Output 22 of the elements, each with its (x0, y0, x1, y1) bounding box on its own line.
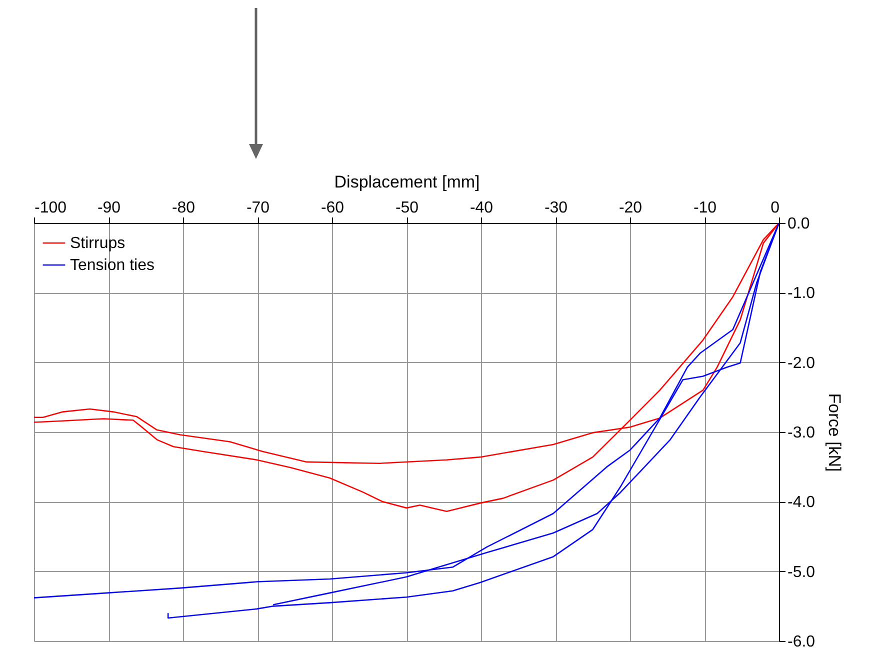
y-tick-label: -4.0 (788, 494, 816, 512)
legend-label: Stirrups (70, 235, 126, 252)
y-tick-label: -5.0 (788, 564, 816, 581)
x-tick-label: -40 (470, 200, 494, 216)
x-tick-label: -50 (395, 200, 419, 216)
y-tick-label: -6.0 (788, 634, 816, 650)
y-tick-label: -3.0 (788, 424, 816, 442)
x-tick-label: -30 (544, 200, 568, 216)
x-tick-label: -90 (97, 200, 121, 216)
y-axis-title: Force [kN] (825, 393, 844, 472)
x-tick-label: -70 (246, 200, 270, 216)
x-tick-label: -20 (618, 200, 642, 216)
legend-label: Tension ties (70, 257, 154, 274)
x-axis-title: Displacement [mm] (334, 172, 480, 192)
y-tick-label: 0.0 (788, 216, 810, 232)
x-tick-label: 0 (770, 200, 780, 216)
y-tick-label: -1.0 (788, 285, 816, 302)
x-tick-label: -100 (34, 200, 67, 216)
y-tick-label: -2.0 (788, 354, 816, 372)
x-tick-label: -10 (693, 200, 717, 216)
x-tick-label: -80 (172, 200, 196, 216)
x-tick-label: -60 (320, 200, 344, 216)
